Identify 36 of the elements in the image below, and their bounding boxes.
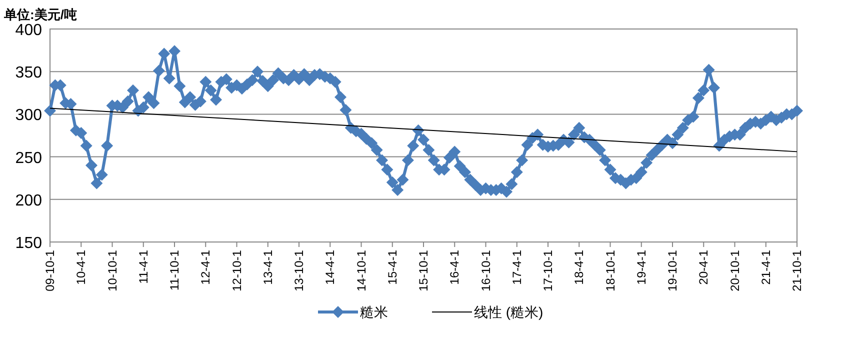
x-tick-label: 18-10-1: [603, 250, 618, 292]
x-tick-label: 15-4-1: [385, 250, 400, 285]
y-tick-label: 350: [15, 64, 42, 82]
x-tick-label: 13-10-1: [292, 250, 306, 292]
x-tick-label: 12-4-1: [198, 250, 213, 285]
x-tick-label: 21-4-1: [758, 250, 773, 285]
x-tick-label: 19-4-1: [634, 250, 648, 285]
x-tick-label: 09-10-1: [43, 250, 57, 292]
x-tick-label: 20-4-1: [696, 250, 711, 285]
x-tick-label: 10-4-1: [74, 250, 88, 285]
x-tick-label: 16-10-1: [478, 250, 493, 292]
y-tick-label: 250: [15, 150, 42, 167]
x-tick-label: 16-4-1: [448, 250, 462, 285]
y-tick-label: 400: [15, 22, 42, 39]
x-tick-label: 13-4-1: [260, 250, 275, 285]
x-tick-label: 15-10-1: [416, 250, 430, 292]
x-tick-label: 11-10-1: [168, 250, 182, 290]
legend-item: 线性 (糙米): [432, 304, 544, 320]
x-tick-label: 21-10-1: [790, 250, 804, 292]
y-tick-label: 150: [15, 235, 42, 252]
x-tick-label: 19-10-1: [666, 250, 680, 292]
x-tick-label: 12-10-1: [230, 250, 244, 292]
legend-label: 线性 (糙米): [474, 304, 544, 320]
x-tick-label: 18-4-1: [572, 250, 586, 285]
y-tick-label: 200: [15, 192, 42, 210]
x-tick-label: 10-10-1: [105, 250, 120, 292]
legend-item: 糙米: [318, 304, 388, 320]
y-axis-title: 单位:美元/吨: [3, 7, 77, 22]
x-tick-label: 17-4-1: [510, 250, 524, 285]
x-tick-label: 14-4-1: [323, 250, 338, 285]
legend-label: 糙米: [360, 304, 388, 320]
y-tick-label: 300: [15, 107, 42, 124]
x-tick-label: 11-4-1: [136, 250, 150, 284]
x-tick-label: 14-10-1: [354, 250, 368, 292]
x-tick-label: 17-10-1: [541, 250, 555, 292]
x-tick-label: 20-10-1: [728, 250, 742, 292]
